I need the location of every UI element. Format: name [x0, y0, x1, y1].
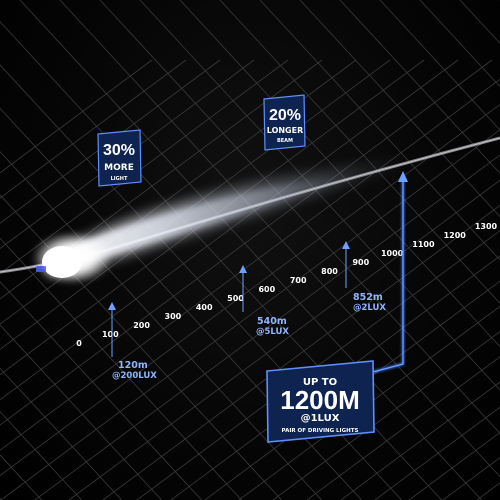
scale-tick-label: 1200 [444, 231, 467, 240]
scale-tick-label: 200 [133, 321, 150, 330]
badge-percent: 20% [269, 107, 301, 124]
annotation-distance: 120m [118, 360, 148, 371]
scale-tick-label: 300 [165, 312, 182, 321]
distance-scale: 0 100 200 300 400 500 600 700 800 900 1000 1100 1200… [76, 222, 497, 348]
scale-tick-label: 600 [258, 285, 275, 294]
annotation-distance: 852m [353, 292, 383, 303]
badge-1200m: UP TO 1200M @1LUX PAIR OF DRIVING LIGHTS [266, 360, 375, 443]
annotation-852m: 852m @2LUX [342, 241, 386, 313]
badge-percent: 30% [103, 142, 135, 159]
scale-tick-label: 900 [352, 258, 369, 267]
annotation-lux: @200LUX [112, 371, 157, 381]
annotation-120m: 120m @200LUX [108, 302, 157, 381]
scale-tick-label: 1100 [412, 240, 435, 249]
scale-tick-label: 700 [290, 276, 307, 285]
badge-distance: 1200M [280, 385, 360, 415]
badge-20-longer-beam: 20% LONGER BEAM [263, 94, 306, 151]
annotation-distance: 540m [257, 316, 287, 327]
badge-line2: LONGER [267, 126, 304, 135]
main-arrow [372, 171, 408, 374]
lamp-housing [36, 266, 46, 272]
light-beam [32, 158, 420, 284]
annotation-540m: 540m @5LUX [239, 265, 289, 337]
scale-tick-label: 500 [227, 294, 244, 303]
scale-tick-label: 1300 [475, 222, 498, 231]
annotation-lux: @2LUX [353, 303, 386, 313]
scale-tick-label: 0 [76, 339, 82, 348]
badge-caption: PAIR OF DRIVING LIGHTS [282, 428, 359, 434]
scale-tick-label: 1000 [381, 249, 404, 258]
badge-30-more-light: 30% MORE LIGHT [97, 129, 142, 187]
badge-up-to: UP TO [303, 377, 337, 388]
badge-line2: MORE [104, 163, 134, 173]
annotation-lux: @5LUX [256, 327, 289, 337]
badge-lux: @1LUX [301, 413, 340, 424]
badge-line3: LIGHT [111, 176, 128, 182]
scale-tick-label: 100 [102, 330, 119, 339]
scale-tick-label: 400 [196, 303, 213, 312]
badge-line3: BEAM [277, 138, 293, 144]
scale-tick-label: 800 [321, 267, 338, 276]
